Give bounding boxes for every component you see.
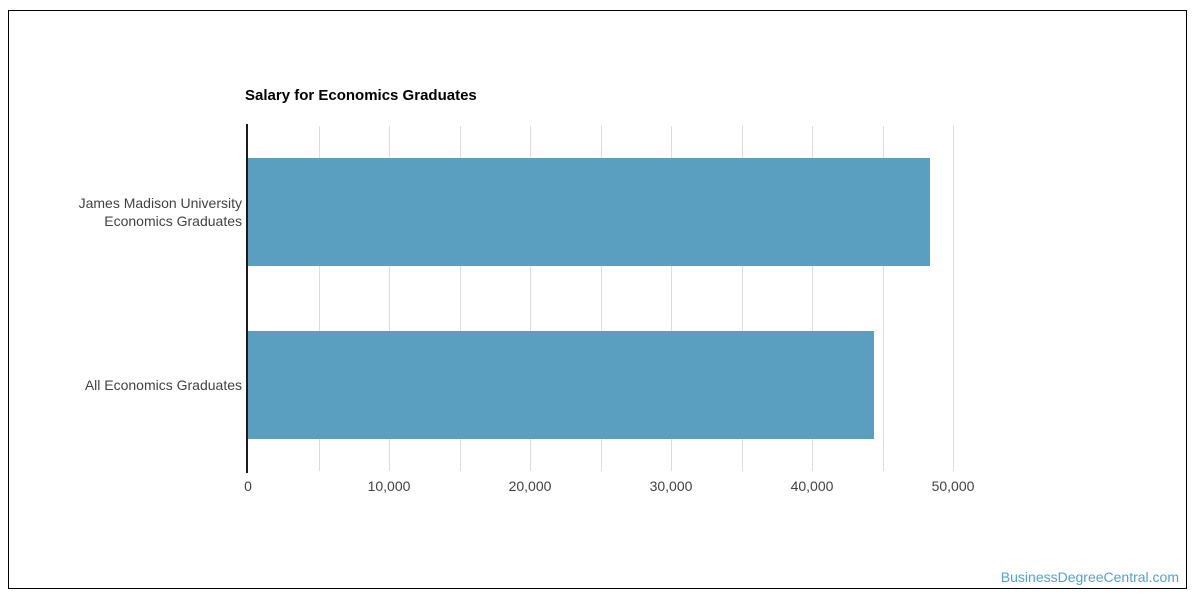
chart-frame: Salary for Economics Graduates James Mad… bbox=[8, 10, 1187, 589]
gridline bbox=[812, 126, 813, 471]
x-tick-label: 40,000 bbox=[790, 478, 834, 494]
x-axis-tick-labels: 0 10,000 20,000 30,000 40,000 50,000 bbox=[9, 478, 1186, 500]
gridline bbox=[953, 126, 954, 471]
x-tick-label: 30,000 bbox=[649, 478, 693, 494]
category-label: James Madison University Economics Gradua… bbox=[78, 195, 242, 229]
gridline bbox=[459, 126, 461, 471]
bar bbox=[248, 331, 875, 439]
gridline bbox=[882, 126, 884, 471]
x-tick-label: 10,000 bbox=[367, 478, 411, 494]
gridline bbox=[318, 126, 320, 471]
x-tick-label: 20,000 bbox=[508, 478, 552, 494]
gridline bbox=[600, 126, 602, 471]
plot-area bbox=[248, 126, 954, 471]
x-tick-label: 50,000 bbox=[931, 478, 975, 494]
y-axis-line bbox=[246, 124, 248, 473]
x-tick-label: 0 bbox=[244, 478, 252, 494]
gridline bbox=[389, 126, 390, 471]
gridline bbox=[530, 126, 531, 471]
y-axis-labels: James Madison University Economics Gradua… bbox=[9, 126, 242, 471]
category-label: All Economics Graduates bbox=[84, 377, 242, 393]
chart-title: Salary for Economics Graduates bbox=[245, 87, 477, 104]
watermark-link[interactable]: BusinessDegreeCentral.com bbox=[1000, 569, 1179, 585]
bar bbox=[248, 158, 931, 266]
gridline bbox=[741, 126, 743, 471]
gridline bbox=[671, 126, 672, 471]
